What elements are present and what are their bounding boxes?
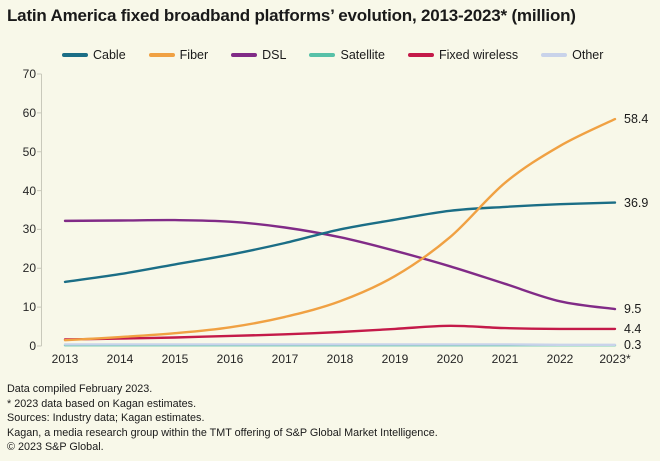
footer-line: Data compiled February 2023. xyxy=(7,383,153,395)
legend-swatch-icon xyxy=(62,53,88,57)
footer-line: * 2023 data based on Kagan estimates. xyxy=(7,397,197,410)
footer-notes: Data compiled February 2023. * 2023 data … xyxy=(7,382,438,455)
x-axis-tick-label: 2017 xyxy=(271,352,299,366)
y-axis-tick-label: 60 xyxy=(22,105,36,120)
series-line-dsl xyxy=(63,218,617,311)
legend-swatch-icon xyxy=(148,53,175,57)
legend-label: DSL xyxy=(262,48,287,62)
y-axis-tick-label: 0 xyxy=(29,339,36,353)
legend: Cable Fiber DSL Satellite Fixed wireless Othe… xyxy=(62,48,603,62)
legend-item-dsl: DSL xyxy=(231,48,286,62)
legend-swatch-icon xyxy=(541,53,568,57)
legend-label: Fixed wireless xyxy=(438,48,519,62)
x-axis-tick-label: 2016 xyxy=(216,352,244,366)
chart-title: Latin America fixed broadband platforms’… xyxy=(7,6,576,25)
x-axis-tick-label: 2013 xyxy=(51,352,79,366)
y-axis-tick-label: 30 xyxy=(22,222,36,237)
legend-swatch-icon xyxy=(309,53,336,57)
legend-label: Fiber xyxy=(179,48,209,62)
legend-item-fiber: Fiber xyxy=(148,48,209,62)
y-axis-tick-label: 50 xyxy=(22,144,36,159)
legend-label: Satellite xyxy=(340,48,385,62)
legend-swatch-icon xyxy=(231,53,258,57)
footer-line: © 2023 S&P Global. xyxy=(7,441,104,454)
series-end-value-label: 58.4 xyxy=(624,112,649,127)
x-axis-tick-label: 2014 xyxy=(106,352,134,366)
series-line-cable xyxy=(63,201,617,284)
x-axis-tick-label: 2023* xyxy=(599,352,631,366)
footer-line: Kagan, a media research group within the… xyxy=(7,426,438,439)
series-end-value-label: 4.4 xyxy=(624,321,642,336)
series-line-fixed-wireless xyxy=(63,324,617,341)
legend-label: Other xyxy=(572,48,604,62)
x-axis-tick-label: 2018 xyxy=(326,352,354,366)
series-end-value-label: 9.5 xyxy=(624,302,642,317)
y-axis-tick-label: 70 xyxy=(22,67,36,81)
legend-item-fixed-wireless: Fixed wireless xyxy=(407,48,519,62)
legend-item-cable: Cable xyxy=(62,48,126,62)
y-axis-tick-label: 40 xyxy=(22,183,36,198)
y-axis-tick-label: 10 xyxy=(22,300,36,315)
legend-swatch-icon xyxy=(407,53,434,57)
x-axis-tick-label: 2015 xyxy=(161,352,189,366)
x-axis-tick-label: 2021 xyxy=(491,352,519,366)
x-axis-tick-label: 2020 xyxy=(436,352,464,366)
legend-item-other: Other xyxy=(541,48,603,62)
legend-label: Cable xyxy=(93,48,126,62)
series-end-value-label: 0.3 xyxy=(624,337,642,352)
footer-line: Sources: Industry data; Kagan estimates. xyxy=(7,412,205,425)
y-axis-tick-label: 20 xyxy=(22,261,36,276)
series-end-value-label: 36.9 xyxy=(624,195,649,210)
x-axis-tick-label: 2022 xyxy=(546,352,574,366)
legend-item-satellite: Satellite xyxy=(309,48,385,62)
y-axis-line xyxy=(37,73,42,347)
series-line-fiber xyxy=(63,117,617,342)
x-axis-tick-label: 2019 xyxy=(381,352,409,366)
